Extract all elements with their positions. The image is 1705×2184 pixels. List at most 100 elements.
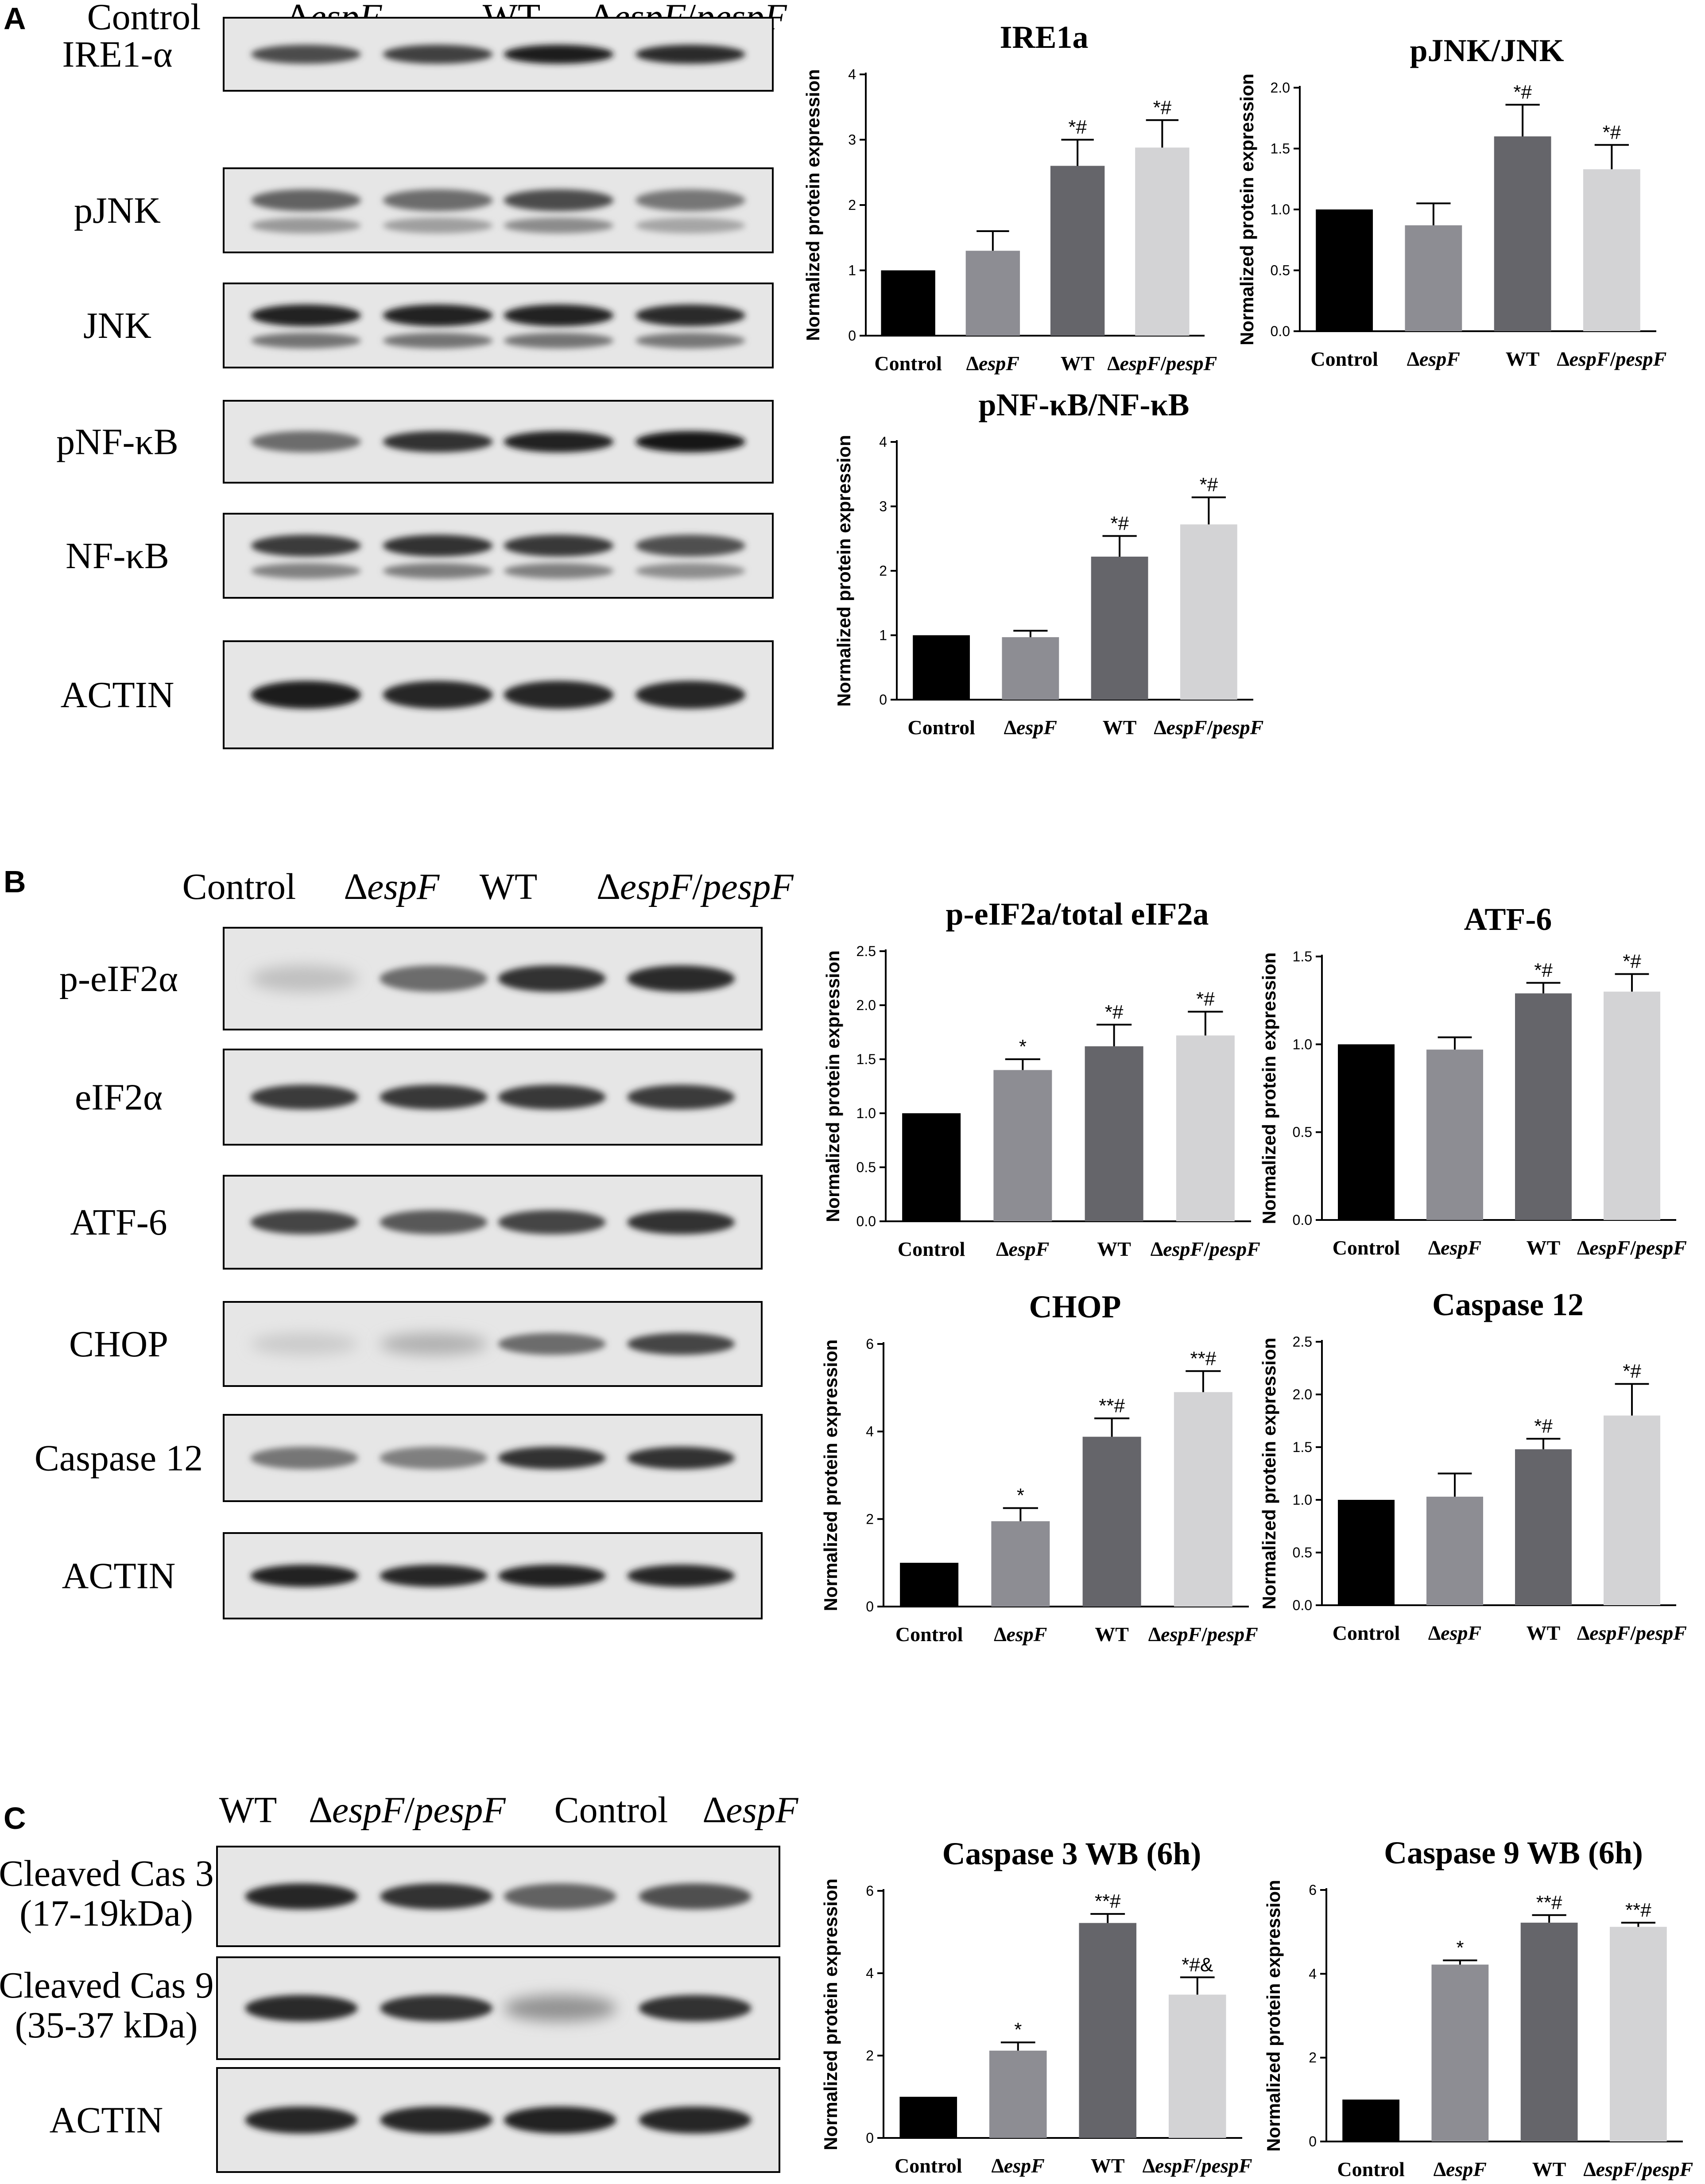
blot-jnk xyxy=(223,283,774,368)
blot-band-lower xyxy=(383,217,493,233)
significance-marker: *# xyxy=(1623,1360,1641,1382)
chart-4: p-eIF2a/total eIF2a Normalized protein ex… xyxy=(822,896,1260,1260)
x-category-label: ∆espF xyxy=(994,1623,1047,1646)
bar xyxy=(1085,1046,1143,1221)
y-tick-label: 1.0 xyxy=(1293,1492,1312,1508)
y-tick-label: 0 xyxy=(1309,2134,1317,2149)
blot-cleaved-cas-3 xyxy=(216,1846,780,1947)
significance-marker: *# xyxy=(1534,1415,1553,1437)
blot-band xyxy=(383,45,493,64)
blot-band xyxy=(250,965,358,992)
x-category-label: ∆espF/pespF xyxy=(1107,352,1217,375)
blot-band xyxy=(498,1564,606,1587)
blot-label: pJNK xyxy=(74,190,161,231)
x-category-label: ∆espF/pespF xyxy=(1577,1236,1687,1259)
chart-title: CHOP xyxy=(1029,1289,1121,1324)
blot-band xyxy=(250,1564,358,1587)
blot-label: CHOP xyxy=(69,1324,168,1365)
y-tick-label: 0 xyxy=(848,328,856,344)
blot-label: JNK xyxy=(83,305,151,346)
x-category-label: WT xyxy=(1506,348,1540,370)
bar xyxy=(1135,147,1190,336)
chart-5: ATF-6 Normalized protein expression 0.0 0.5… xyxy=(1259,902,1687,1259)
blot-band xyxy=(380,1333,488,1355)
lane-header-3: Control xyxy=(554,1789,668,1831)
bar xyxy=(1316,209,1373,331)
blot-band xyxy=(639,1883,752,1909)
x-category-label: WT xyxy=(1095,1623,1129,1646)
significance-marker: *# xyxy=(1068,116,1087,138)
panel-letter-C: C xyxy=(4,1801,26,1835)
significance-marker: *# xyxy=(1603,121,1621,143)
bar xyxy=(1079,1923,1137,2138)
y-tick-label: 6 xyxy=(866,1883,874,1899)
y-tick-label: 0.5 xyxy=(1293,1545,1312,1561)
x-category-label: ∆espF/pespF xyxy=(1583,2158,1693,2180)
bar xyxy=(1168,1994,1226,2138)
blot-band-lower xyxy=(504,333,614,349)
blot-sublabel: (17-19kDa) xyxy=(19,1893,193,1934)
bar xyxy=(1583,169,1640,331)
y-axis-label: Normalized protein expression xyxy=(822,950,843,1222)
x-category-label: ∆espF xyxy=(1004,716,1057,739)
y-tick-label: 1.5 xyxy=(1293,1439,1312,1455)
bar xyxy=(1515,993,1572,1220)
significance-marker: *# xyxy=(1153,97,1172,118)
blot-band-lower xyxy=(636,333,745,349)
significance-marker: *# xyxy=(1200,474,1218,496)
significance-marker: **# xyxy=(1099,1395,1125,1417)
bar xyxy=(899,2097,957,2138)
bar xyxy=(1604,991,1660,1220)
bar xyxy=(1426,1049,1483,1220)
chart-title: Caspase 12 xyxy=(1432,1287,1584,1322)
bar xyxy=(913,635,970,700)
blot-caspase-12 xyxy=(223,1414,763,1502)
y-tick-label: 0.5 xyxy=(1293,1124,1312,1140)
lane-header-2: ∆espF xyxy=(345,866,440,907)
blot-sublabel: (35-37 kDa) xyxy=(15,2005,198,2046)
blot-band xyxy=(504,431,614,453)
x-category-label: Control xyxy=(1310,348,1378,370)
significance-marker: * xyxy=(1017,1485,1024,1506)
significance-marker: * xyxy=(1456,1937,1464,1959)
blot-band xyxy=(498,965,606,992)
blot-band xyxy=(498,1084,606,1110)
chart-7: Caspase 12 Normalized protein expression 0… xyxy=(1259,1287,1687,1644)
bar xyxy=(1405,225,1462,331)
bar xyxy=(1338,1500,1395,1605)
bar xyxy=(965,251,1020,336)
y-tick-label: 1.0 xyxy=(856,1105,876,1121)
x-category-label: Control xyxy=(895,1623,963,1646)
chart-title: ATF-6 xyxy=(1464,902,1552,937)
blot-band xyxy=(251,681,361,709)
blot-pjnk xyxy=(223,167,774,253)
blot-band xyxy=(380,1995,493,2021)
bar xyxy=(900,1563,959,1607)
bar xyxy=(881,270,935,336)
blot-eif2- xyxy=(223,1049,763,1146)
blot-band xyxy=(504,681,614,709)
blot-band xyxy=(636,431,745,453)
y-tick-label: 1.0 xyxy=(1271,201,1290,217)
lane-header-1: Control xyxy=(87,0,201,38)
y-tick-label: 4 xyxy=(866,1965,874,1981)
blot-band xyxy=(627,965,735,992)
x-category-label: ∆espF/pespF xyxy=(1151,1238,1260,1260)
bar xyxy=(1082,1437,1141,1607)
significance-marker: *#& xyxy=(1182,1954,1213,1975)
y-tick-label: 4 xyxy=(1309,1966,1317,1982)
blot-p-eif2- xyxy=(223,927,763,1030)
blot-cleaved-cas-9 xyxy=(216,1956,780,2060)
blot-band xyxy=(636,45,745,64)
x-category-label: ∆espF/pespF xyxy=(1154,716,1263,739)
blot-actin xyxy=(223,640,774,749)
blot-label: Cleaved Cas 9 xyxy=(0,1965,214,2006)
blot-band xyxy=(627,1447,735,1469)
y-tick-label: 2 xyxy=(866,1511,874,1527)
y-tick-label: 6 xyxy=(866,1336,874,1352)
y-tick-label: 2.5 xyxy=(1293,1334,1312,1350)
chart-6: CHOP Normalized protein expression 0 2 4 6 Con… xyxy=(820,1289,1258,1646)
y-tick-label: 0.0 xyxy=(856,1213,876,1229)
blot-label: ACTIN xyxy=(61,674,174,716)
y-tick-label: 2 xyxy=(848,197,856,213)
